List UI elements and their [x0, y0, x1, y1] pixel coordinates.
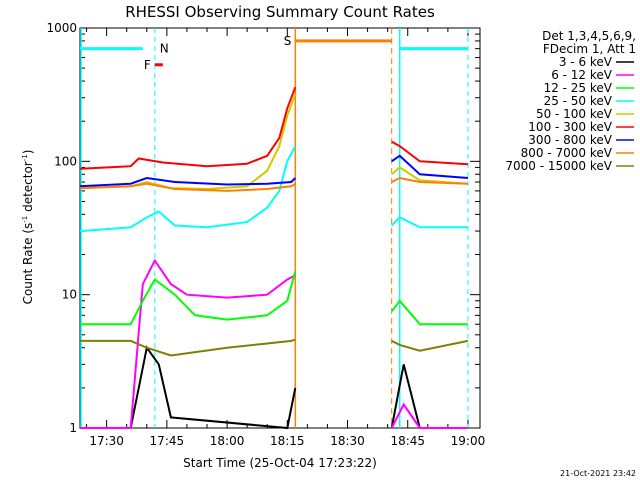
legend-label-9: 7000 - 15000 keV — [505, 159, 612, 173]
x-tick-label: 18:00 — [210, 434, 245, 448]
y-tick-label: 1000 — [46, 21, 77, 35]
x-tick-label: 18:30 — [330, 434, 365, 448]
series-line-3 — [80, 270, 297, 326]
legend-label-1: 3 - 6 keV — [559, 55, 613, 69]
flare-label: F — [144, 58, 151, 72]
x-tick-label: 18:45 — [390, 434, 425, 448]
legend-header-line2: FDecim 1, Att 1 — [543, 42, 636, 56]
series-line-4 — [79, 145, 297, 233]
series-line-7 — [391, 154, 469, 179]
legend: Det 1,3,4,5,6,9, FDecim 1, Att 1 3 - 6 k… — [505, 29, 636, 173]
legend-label-8: 800 - 7000 keV — [521, 146, 613, 160]
series-line-6 — [391, 140, 469, 166]
x-tick-label: 18:15 — [270, 434, 305, 448]
series-line-8 — [79, 182, 296, 192]
series-line-8 — [391, 176, 469, 185]
series-line-3 — [390, 299, 468, 326]
legend-label-5: 50 - 100 keV — [536, 107, 613, 121]
series-line-9 — [80, 338, 296, 357]
x-tick-label: 19:00 — [451, 434, 486, 448]
x-tick-label: 17:30 — [89, 434, 124, 448]
series-line-6 — [79, 86, 297, 170]
y-tick-label: 10 — [62, 288, 77, 302]
series-line-1 — [80, 345, 297, 430]
series-line-2 — [80, 258, 296, 429]
legend-header-line1: Det 1,3,4,5,6,9, — [542, 29, 636, 43]
y-tick-label: 1 — [69, 421, 77, 435]
legend-label-6: 100 - 300 keV — [528, 120, 612, 134]
legend-label-4: 25 - 50 keV — [544, 94, 613, 108]
series-line-4 — [390, 216, 468, 229]
series-line-9 — [391, 339, 469, 352]
x-tick-label: 17:45 — [150, 434, 185, 448]
series-line-7 — [79, 176, 297, 188]
y-axis-label: Count Rate (s-1 detector-1) — [21, 150, 35, 305]
chart-title: RHESSI Observing Summary Count Rates — [125, 3, 435, 21]
legend-label-7: 300 - 800 keV — [528, 133, 612, 147]
generation-timestamp: 21-Oct-2021 23:42 — [560, 469, 636, 478]
legend-label-3: 12 - 25 keV — [544, 81, 613, 95]
series-line-5 — [79, 93, 297, 191]
legend-label-2: 6 - 12 keV — [551, 68, 613, 82]
night-label: N — [160, 42, 169, 56]
saa-label: S — [284, 34, 292, 48]
y-tick-label: 100 — [54, 154, 77, 168]
plot-area: 1 10 100 1000 17:30 17:45 18:00 18:15 18:30 18:45… — [46, 21, 485, 448]
series-line-1 — [390, 364, 468, 429]
x-axis-label: Start Time (25-Oct-04 17:23:22) — [183, 456, 377, 470]
series-line-2 — [390, 402, 468, 429]
